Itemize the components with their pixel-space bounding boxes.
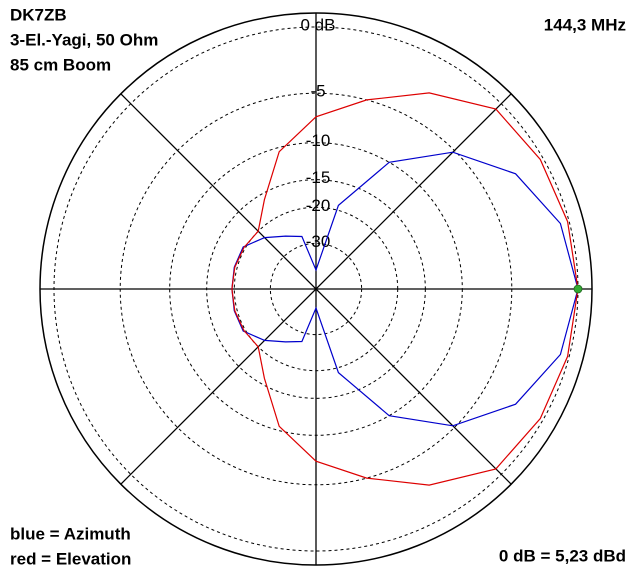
title-line: 85 cm Boom xyxy=(10,55,111,74)
r-tick-label: -15 xyxy=(306,168,331,187)
grid-ring xyxy=(169,142,463,436)
r-tick-label: -5 xyxy=(310,82,325,101)
reference-level: 0 dB = 5,23 dBd xyxy=(499,546,626,565)
grid-ring xyxy=(233,206,399,372)
legend-entry: blue = Azimuth xyxy=(10,524,131,543)
r-tick-label: -20 xyxy=(306,196,331,215)
max-marker xyxy=(573,284,583,294)
title-line: DK7ZB xyxy=(10,5,67,24)
r-tick-label: -10 xyxy=(306,131,331,150)
legend-entry: red = Elevation xyxy=(10,549,131,568)
grid-ring xyxy=(119,92,513,486)
r-tick-label: -30 xyxy=(306,232,331,251)
spoke xyxy=(120,93,512,485)
pattern-line xyxy=(231,92,579,486)
grid-ring xyxy=(206,179,426,399)
frequency: 144,3 MHz xyxy=(544,15,626,34)
grid-ring xyxy=(269,242,363,336)
title-line: 3-El.-Yagi, 50 Ohm xyxy=(10,30,158,49)
r-tick-label: 0 dB xyxy=(301,15,336,34)
